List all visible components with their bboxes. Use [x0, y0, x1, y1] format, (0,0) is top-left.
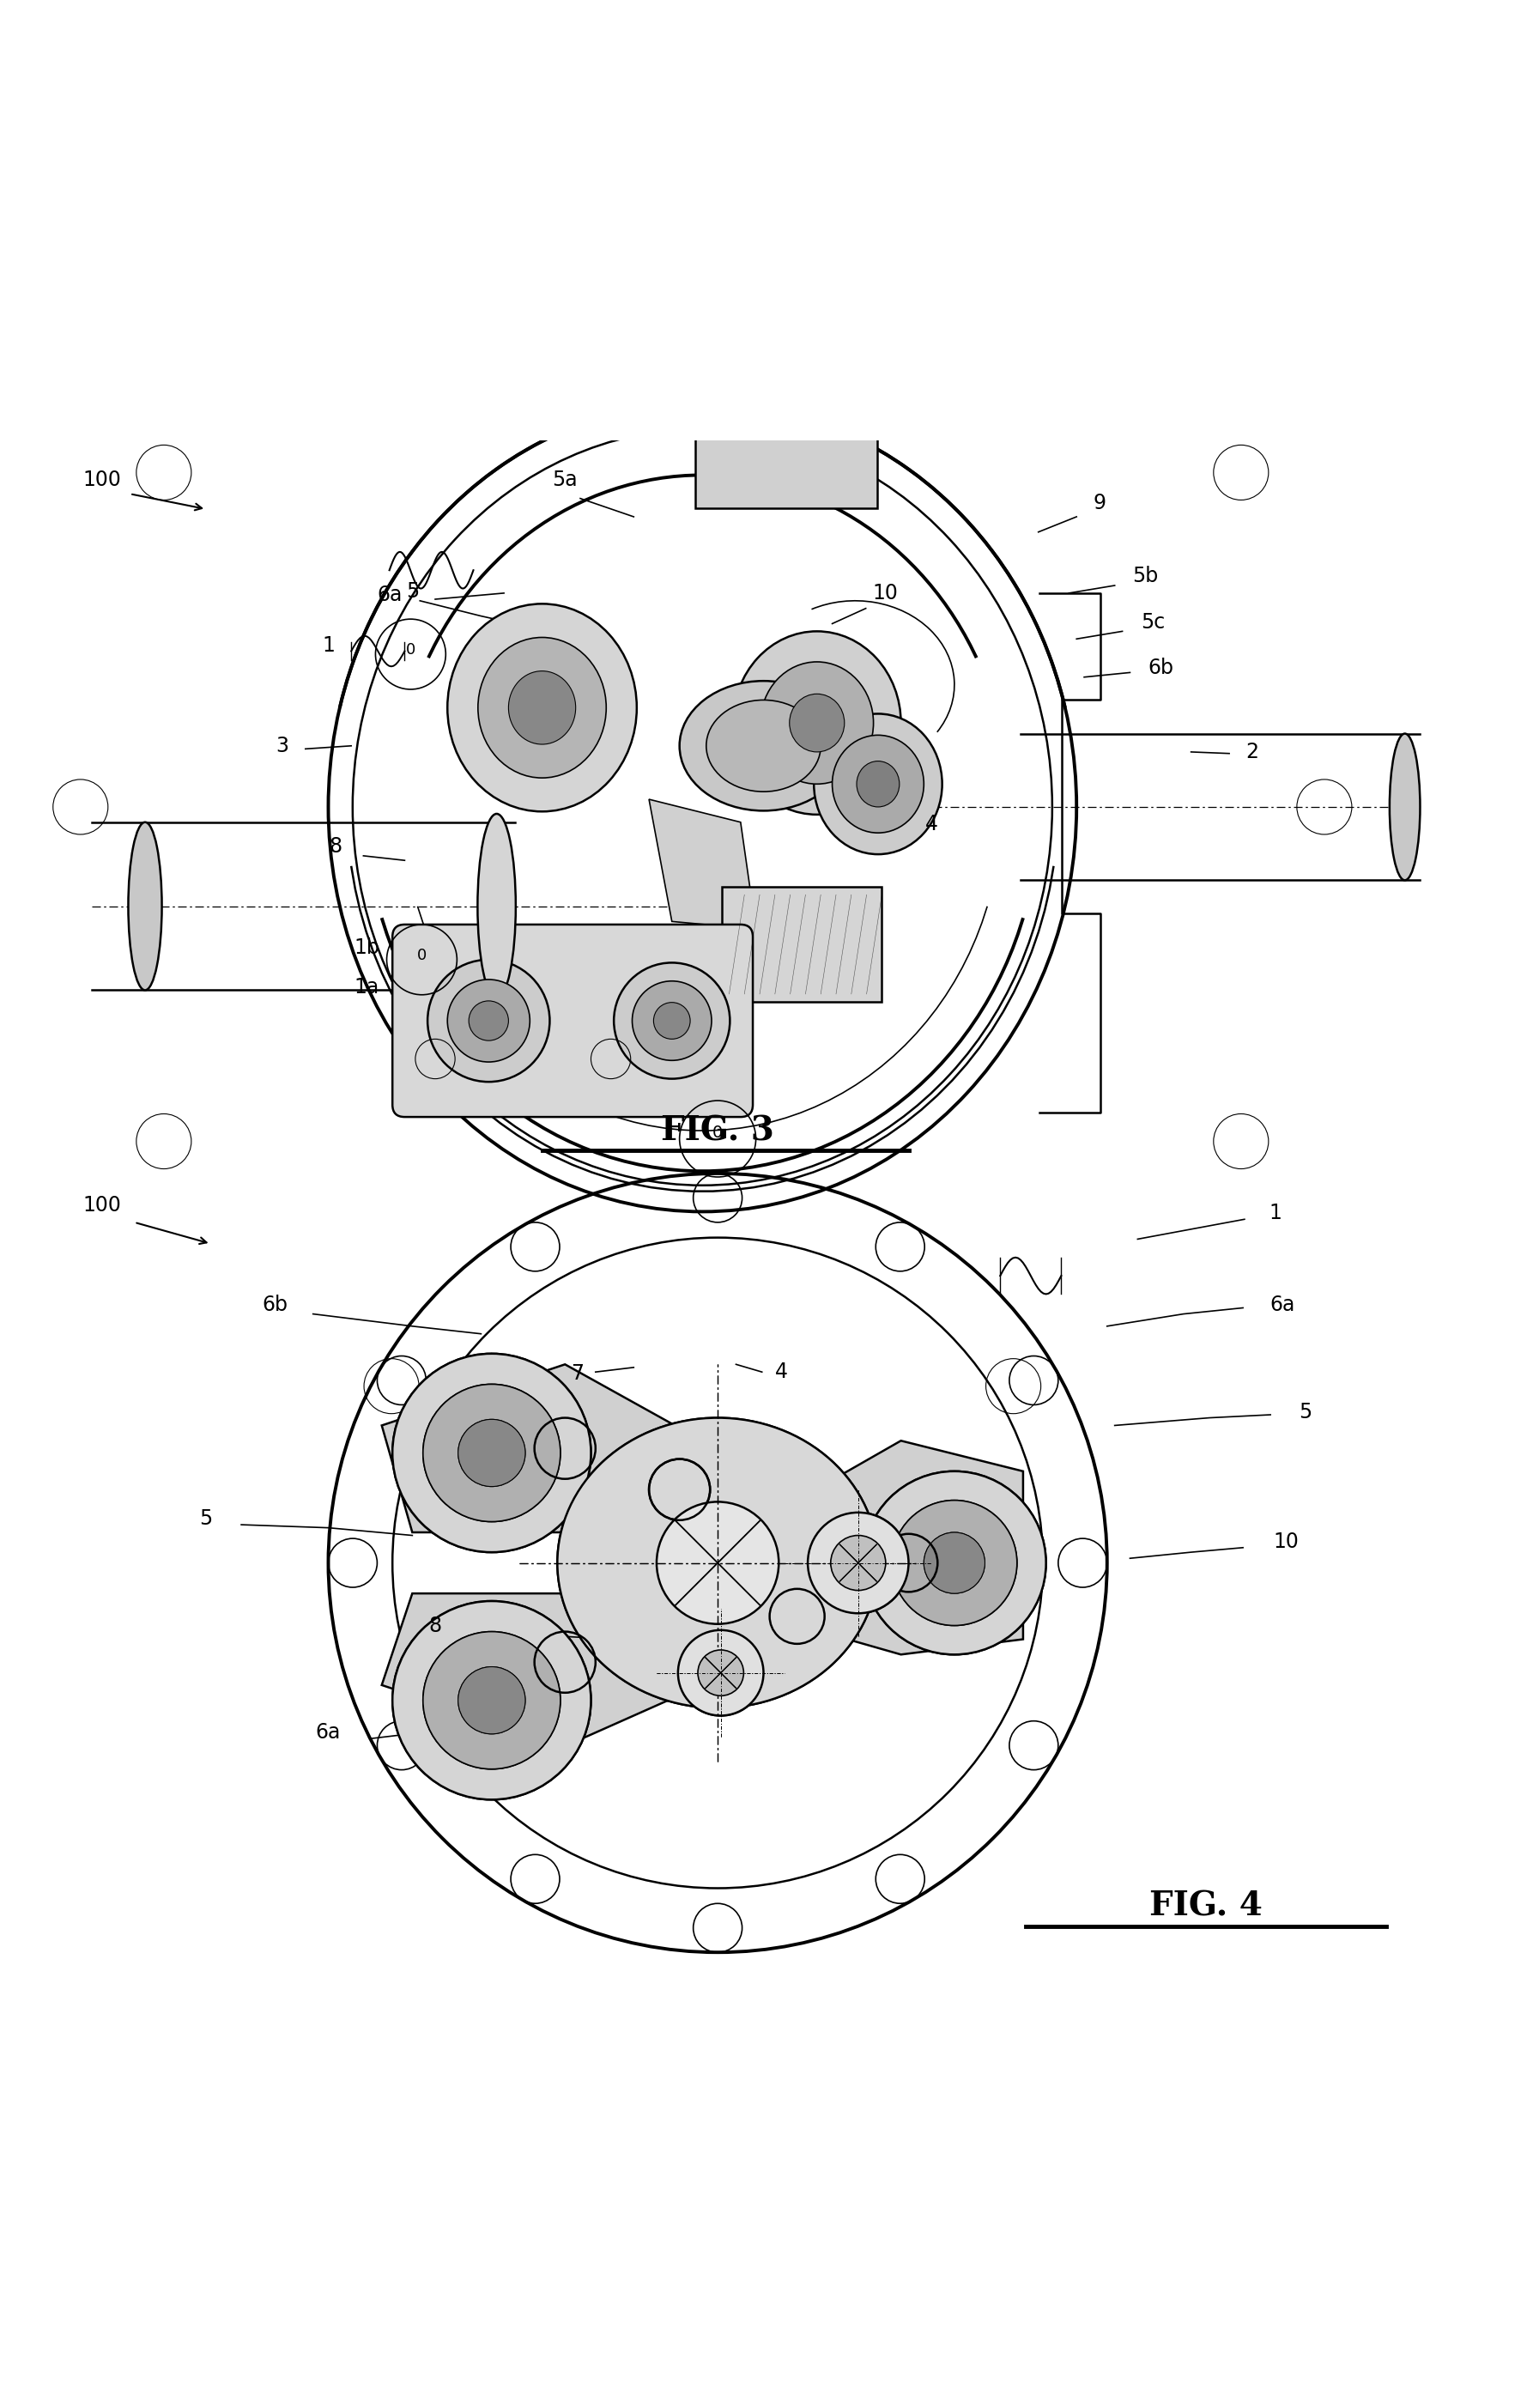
Text: 100: 100 [82, 470, 122, 491]
Text: 1a: 1a [354, 978, 379, 997]
Text: 10: 10 [1274, 1531, 1298, 1551]
Circle shape [863, 1471, 1046, 1654]
Ellipse shape [469, 1002, 508, 1040]
Ellipse shape [447, 604, 637, 811]
Polygon shape [382, 1365, 733, 1594]
Circle shape [892, 1500, 1017, 1625]
Ellipse shape [557, 1418, 878, 1707]
Text: 8: 8 [330, 836, 342, 857]
Text: 2: 2 [1246, 742, 1258, 763]
Ellipse shape [1390, 734, 1420, 881]
Text: 6a: 6a [1270, 1296, 1295, 1315]
Text: 0: 0 [406, 643, 415, 657]
Circle shape [423, 1385, 560, 1522]
Ellipse shape [814, 713, 942, 855]
Ellipse shape [557, 1418, 878, 1707]
Ellipse shape [447, 980, 530, 1062]
Ellipse shape [508, 672, 576, 744]
Ellipse shape [632, 980, 712, 1060]
Text: 1b: 1b [354, 937, 379, 958]
FancyBboxPatch shape [722, 886, 883, 1002]
Text: 0: 0 [417, 949, 426, 963]
Ellipse shape [654, 1002, 690, 1040]
Text: 5: 5 [200, 1507, 212, 1529]
Circle shape [831, 1536, 886, 1589]
Text: 6a: 6a [377, 585, 402, 604]
Circle shape [863, 1471, 1046, 1654]
Polygon shape [382, 1531, 733, 1746]
Text: 6a: 6a [316, 1722, 341, 1743]
Circle shape [678, 1630, 764, 1714]
Text: 5b: 5b [1132, 566, 1159, 588]
Ellipse shape [478, 638, 606, 778]
Text: 6b: 6b [263, 1296, 287, 1315]
Text: 4: 4 [925, 814, 938, 833]
Text: 1: 1 [1269, 1204, 1281, 1223]
FancyBboxPatch shape [696, 388, 876, 508]
Circle shape [392, 1353, 591, 1553]
Circle shape [392, 1601, 591, 1799]
Circle shape [458, 1666, 525, 1734]
Circle shape [423, 1385, 560, 1522]
Circle shape [698, 1649, 744, 1695]
Circle shape [892, 1500, 1017, 1625]
Text: 7: 7 [666, 1683, 678, 1705]
Text: 9: 9 [1093, 494, 1106, 513]
Circle shape [657, 1503, 779, 1623]
Circle shape [423, 1633, 560, 1770]
Circle shape [657, 1503, 779, 1623]
Ellipse shape [614, 963, 730, 1079]
Text: 7: 7 [873, 744, 886, 766]
Text: 5: 5 [406, 580, 418, 602]
Text: FIG. 4: FIG. 4 [1150, 1890, 1263, 1924]
Text: 100: 100 [82, 1194, 122, 1216]
Circle shape [831, 1536, 886, 1589]
Ellipse shape [832, 734, 924, 833]
FancyBboxPatch shape [392, 925, 753, 1117]
Ellipse shape [705, 701, 822, 792]
Text: 7: 7 [571, 1363, 583, 1385]
Circle shape [392, 1353, 591, 1553]
Text: 5c: 5c [1141, 612, 1165, 633]
Ellipse shape [428, 961, 550, 1081]
Ellipse shape [760, 662, 873, 785]
Polygon shape [794, 1440, 1023, 1654]
Circle shape [924, 1531, 985, 1594]
Circle shape [808, 1512, 909, 1613]
Circle shape [392, 1601, 591, 1799]
Text: 6b: 6b [1148, 657, 1173, 679]
Ellipse shape [478, 814, 516, 999]
Ellipse shape [128, 821, 162, 990]
Text: 5a: 5a [553, 470, 577, 491]
Text: 8: 8 [429, 1616, 441, 1635]
Circle shape [458, 1418, 525, 1486]
Circle shape [423, 1633, 560, 1770]
Ellipse shape [680, 681, 847, 811]
Circle shape [924, 1531, 985, 1594]
Text: FIG. 3: FIG. 3 [661, 1115, 774, 1146]
Circle shape [698, 1649, 744, 1695]
Ellipse shape [733, 631, 901, 814]
Circle shape [458, 1418, 525, 1486]
Text: 1: 1 [322, 636, 334, 655]
Text: 0: 0 [713, 1125, 722, 1141]
Text: 3: 3 [276, 734, 289, 756]
Ellipse shape [857, 761, 899, 807]
Circle shape [808, 1512, 909, 1613]
Text: 5: 5 [1299, 1401, 1312, 1423]
Ellipse shape [789, 694, 844, 751]
Text: 10: 10 [873, 583, 898, 604]
Circle shape [458, 1666, 525, 1734]
Polygon shape [649, 799, 756, 929]
Text: 4: 4 [776, 1363, 788, 1382]
Circle shape [678, 1630, 764, 1714]
